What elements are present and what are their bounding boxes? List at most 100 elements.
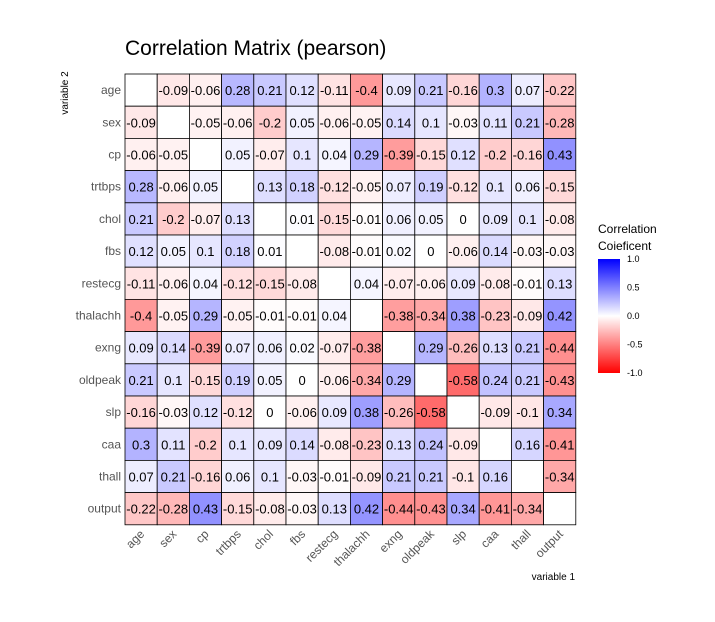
cell-value-label: -0.39 <box>384 148 414 163</box>
cell-value-label: 0.13 <box>322 502 347 517</box>
cell-value-label: 0.04 <box>193 276 218 291</box>
cell-value-label: -0.06 <box>319 115 349 130</box>
heatmap-cell <box>124 202 158 236</box>
cell-value-label: -0.43 <box>416 502 446 517</box>
cell-value-label: -0.22 <box>126 502 156 517</box>
cell-value-label: 0.13 <box>483 341 508 356</box>
column-label: fbs <box>287 527 308 548</box>
heatmap-cell <box>382 73 416 107</box>
cell-value-label: -0.34 <box>513 502 543 517</box>
heatmap-cell <box>382 298 416 332</box>
cell-value-label: -0.58 <box>448 373 478 388</box>
heatmap-cell <box>543 170 577 204</box>
cell-value-label: -0.03 <box>448 115 478 130</box>
legend: Correlation Coieficent 1.0 0.5 0.0 -0.5 -1.0 <box>598 222 657 378</box>
cell-value-label: 0.05 <box>418 212 443 227</box>
cell-value-label: 0.1 <box>422 115 440 130</box>
cell-value-label: -0.06 <box>223 115 253 130</box>
legend-ticks: 1.0 0.5 0.0 -0.5 -1.0 <box>627 254 643 378</box>
heatmap-cell <box>414 202 448 236</box>
heatmap-cell <box>543 395 577 429</box>
cell-value-label: -0.2 <box>194 437 216 452</box>
cell-value-label: -0.1 <box>516 405 538 420</box>
cell-value-label: 0.14 <box>386 115 411 130</box>
heatmap-cell <box>414 105 448 139</box>
cell-value-label: -0.1 <box>452 470 474 485</box>
cell-value-label: -0.01 <box>352 244 382 259</box>
legend-tick-label: 1.0 <box>627 254 640 264</box>
cell-value-label: -0.12 <box>223 276 253 291</box>
cell-value-label: 0.28 <box>225 83 250 98</box>
cell-value-label: 0.1 <box>229 437 247 452</box>
heatmap-cell <box>124 105 158 139</box>
heatmap-cell <box>543 105 577 139</box>
legend-tick-label: -1.0 <box>627 368 643 378</box>
diagonal-cell <box>349 298 383 332</box>
row-label: trtbps <box>91 180 121 194</box>
cell-value-label: 0 <box>298 373 305 388</box>
cell-value-label: 0.21 <box>128 212 153 227</box>
cell-value-label: -0.06 <box>287 405 317 420</box>
heatmap-cell <box>221 363 255 397</box>
cell-value-label: 0.04 <box>322 309 347 324</box>
diagonal-cell <box>221 170 255 204</box>
cell-value-label: 0.07 <box>386 180 411 195</box>
heatmap-cell <box>221 298 255 332</box>
cell-value-label: 0.29 <box>386 373 411 388</box>
heatmap-cell <box>349 105 383 139</box>
cell-value-label: 0.18 <box>225 244 250 259</box>
row-label: sex <box>102 115 121 129</box>
heatmap-cell <box>221 331 255 365</box>
column-label: slp <box>448 527 469 548</box>
legend-title-line1: Correlation <box>598 222 657 236</box>
heatmap-cell <box>414 266 448 300</box>
cell-value-label: 0.16 <box>515 437 540 452</box>
heatmap-cell <box>124 459 158 493</box>
cell-value-label: 0.05 <box>225 148 250 163</box>
chart-title: Correlation Matrix (pearson) <box>125 37 386 60</box>
heatmap-cell <box>543 266 577 300</box>
column-label: thall <box>508 527 533 552</box>
cell-value-label: -0.2 <box>484 148 506 163</box>
diagonal-cell <box>382 331 416 365</box>
heatmap-cell <box>349 202 383 236</box>
column-label: thalachh <box>331 527 373 569</box>
cell-value-label: 0.06 <box>225 470 250 485</box>
cell-value-label: 0.29 <box>193 309 218 324</box>
row-labels: age sex cp trtbps chol fbs restecg thalachh exng… <box>76 83 122 516</box>
cell-value-label: -0.12 <box>448 180 478 195</box>
cell-value-label: 0.18 <box>289 180 314 195</box>
cell-value-label: -0.09 <box>158 83 188 98</box>
x-axis-title: variable 1 <box>532 572 576 583</box>
cell-value-label: -0.06 <box>416 276 446 291</box>
heatmap-cell <box>478 298 512 332</box>
cell-value-label: 0.1 <box>518 212 536 227</box>
cell-value-label: 0.05 <box>161 244 186 259</box>
heatmap-cell <box>188 170 222 204</box>
cell-value-label: -0.09 <box>480 405 510 420</box>
cell-value-label: 0.29 <box>418 341 443 356</box>
heatmap-cell <box>510 234 544 268</box>
heatmap-cell <box>543 202 577 236</box>
cell-value-label: -0.05 <box>223 309 253 324</box>
heatmap-cell <box>124 331 158 365</box>
cell-value-label: 0 <box>459 212 466 227</box>
row-label: thall <box>99 470 121 484</box>
cell-value-label: 0.21 <box>515 341 540 356</box>
column-label: cp <box>193 527 212 546</box>
column-label: caa <box>478 527 502 551</box>
column-label: output <box>532 527 566 561</box>
row-label: exng <box>95 341 121 355</box>
heatmap-cell <box>285 105 319 139</box>
heatmap-cell <box>446 170 480 204</box>
cell-value-label: -0.08 <box>319 244 349 259</box>
heatmap-cell <box>317 492 351 526</box>
heatmap-cell <box>188 234 222 268</box>
cell-value-label: -0.16 <box>448 83 478 98</box>
heatmap-cell <box>253 266 287 300</box>
cell-value-label: 0.12 <box>193 405 218 420</box>
heatmap-cell <box>188 266 222 300</box>
heatmap-cell <box>156 137 190 171</box>
diagonal-cell <box>124 73 158 107</box>
cell-value-label: 0.14 <box>289 437 314 452</box>
